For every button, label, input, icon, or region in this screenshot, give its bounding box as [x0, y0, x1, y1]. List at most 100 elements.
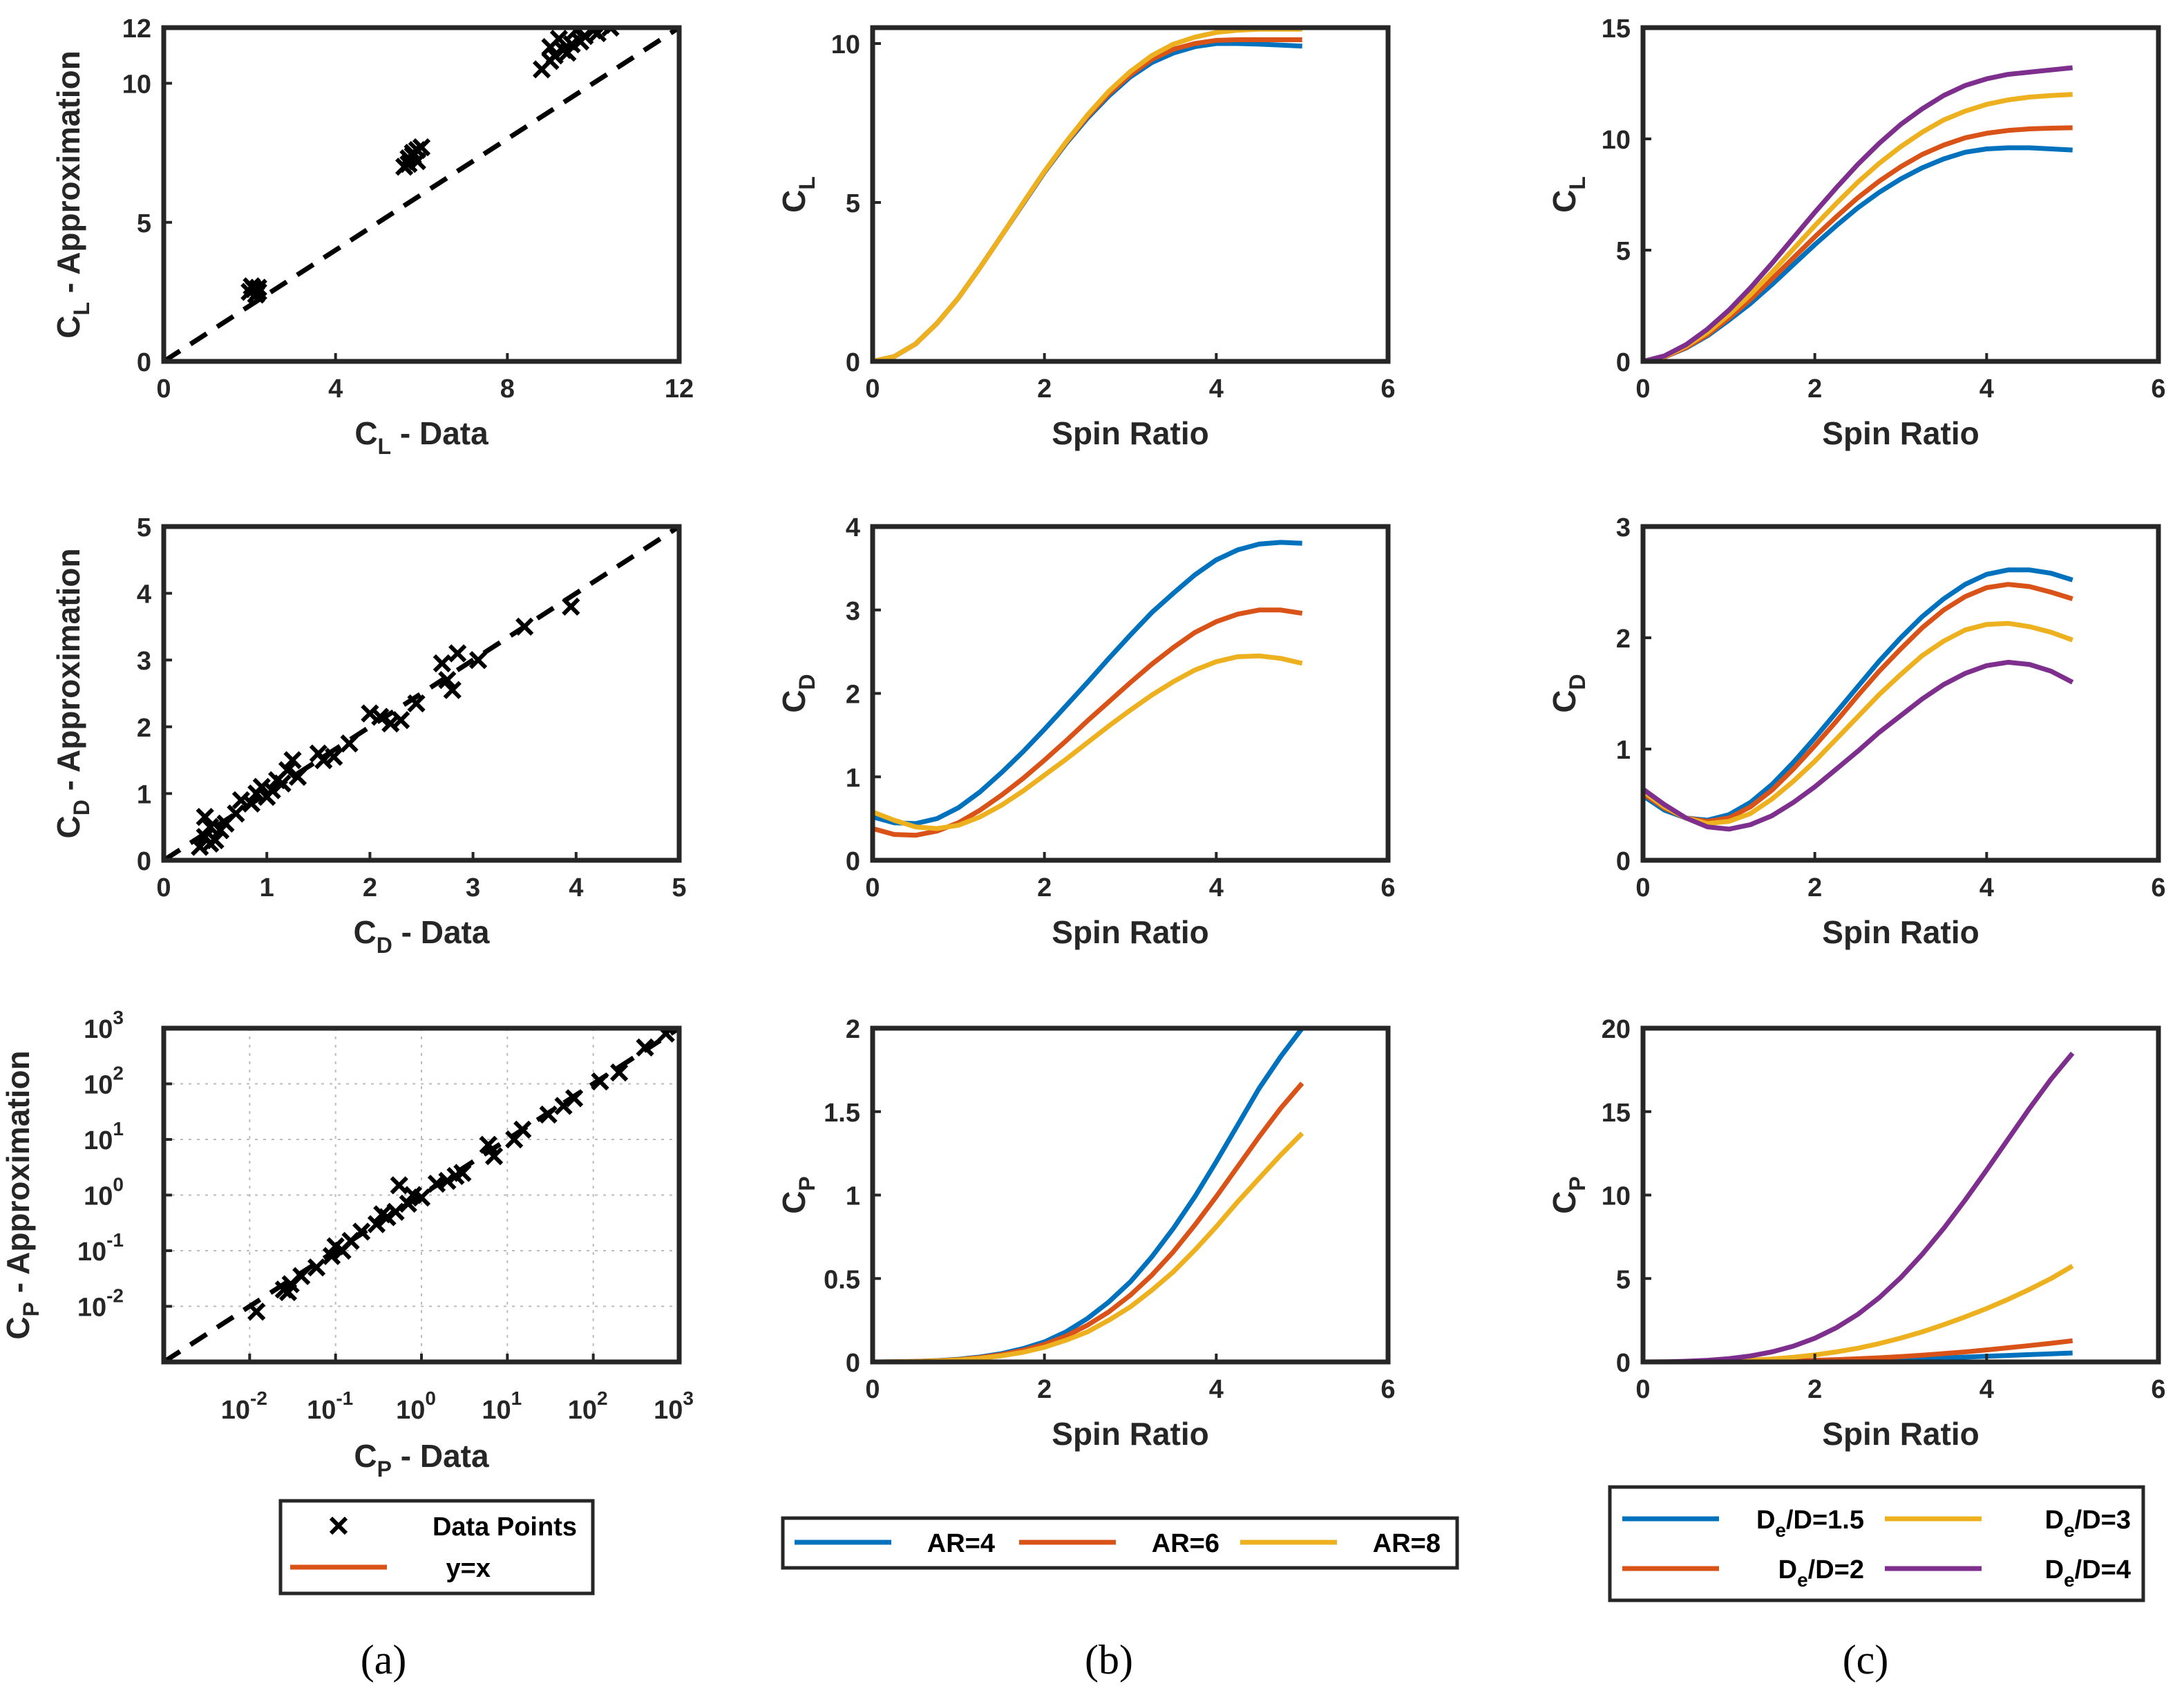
y-tick-label: 1: [846, 764, 860, 793]
data-point-marker: [278, 761, 297, 779]
data-point-marker: [513, 1120, 532, 1139]
data-point-marker: [196, 808, 214, 826]
x-tick-label: 0: [156, 375, 171, 404]
y-tick-label: 12: [122, 15, 151, 44]
legend-label-yx: y=x: [446, 1554, 491, 1583]
data-point-marker: [399, 1194, 417, 1213]
data-point-marker: [620, 3, 635, 19]
x-tick-label: 2: [1807, 1375, 1822, 1404]
y-axis-label: CL: [776, 176, 819, 213]
x-axis-label: CL - Data: [354, 415, 488, 459]
x-tick-label: 2: [1807, 873, 1822, 902]
x-tick-label: 4: [1979, 873, 1994, 902]
y-tick-label: 2: [137, 714, 151, 743]
y-tick-label: 2: [846, 681, 860, 710]
data-point-marker: [562, 597, 580, 616]
data-point-marker: [386, 1202, 405, 1221]
y-tick-label: 1.5: [824, 1099, 860, 1128]
x-tick-label: 1: [260, 873, 274, 902]
plot-area-c2: [1643, 567, 2074, 832]
series-line-de-d-4: [1643, 65, 2073, 361]
x-axis-label: Spin Ratio: [1822, 914, 1979, 950]
y-tick-label: 3: [1616, 513, 1631, 542]
x-axis-label: CD - Data: [354, 914, 490, 958]
series-line-ar-8: [873, 653, 1303, 831]
chart-c3: 0 2 4 6 0 5 10 15 20 Spin Ratio CP: [1546, 1015, 2166, 1452]
y-tick-label: 103: [84, 1007, 124, 1044]
series-line-de-d-4: [1643, 1051, 2075, 1362]
data-point-marker: [273, 774, 292, 793]
data-point-marker: [554, 1097, 573, 1115]
y-tick-label: 10-1: [77, 1229, 124, 1267]
data-point-marker: [340, 734, 359, 753]
y-tick-label: 0: [1616, 847, 1631, 876]
data-point-marker: [314, 750, 333, 770]
x-tick-label: 10-1: [307, 1388, 353, 1425]
data-point-marker: [381, 714, 400, 733]
x-tick-label: 0: [865, 1375, 880, 1404]
x-tick-label: 4: [569, 873, 583, 902]
data-point-marker: [201, 834, 220, 853]
x-tick-label: 0: [865, 375, 880, 404]
y-tick-label: 5: [137, 209, 151, 238]
y-tick-label: 1: [846, 1182, 860, 1211]
data-point-marker: [392, 711, 410, 730]
x-tick-label: 102: [568, 1388, 608, 1425]
y-axis-label: CP - Approximation: [0, 1050, 44, 1339]
x-tick-label: 6: [1380, 375, 1395, 404]
y-axis-label: CP: [776, 1176, 819, 1214]
x-tick-label: 2: [363, 873, 377, 902]
data-point-marker: [231, 790, 251, 810]
data-point-marker: [453, 1164, 472, 1182]
x-tick-label: 6: [1380, 1375, 1395, 1404]
axes-frame: [161, 524, 682, 863]
y-axis-label: CP: [1546, 1176, 1590, 1214]
y-tick-label: 10-2: [77, 1285, 124, 1323]
x-tick-label: 4: [1979, 1375, 1994, 1404]
y-tick-label: 0: [137, 847, 151, 876]
y-axis-label: CL - Approximation: [50, 50, 94, 339]
data-point-marker: [438, 1171, 457, 1191]
data-point-marker: [247, 1303, 266, 1321]
y-tick-label: 4: [137, 580, 151, 609]
y-tick-label: 0: [846, 1349, 860, 1378]
y-tick-label: 15: [1602, 15, 1631, 44]
chart-a2: 0 1 2 3 4 5 0 1 2 3 4 5 CD - Data CD - Approximation: [50, 513, 687, 958]
y-tick-label: 5: [1616, 237, 1631, 266]
y-tick-label: 5: [1616, 1265, 1631, 1294]
x-tick-label: 6: [2151, 375, 2165, 404]
data-point-marker: [263, 781, 281, 799]
y-tick-label: 2: [1616, 625, 1631, 654]
y-tick-label: 4: [846, 513, 860, 542]
x-tick-label: 2: [1807, 375, 1822, 404]
series-line-ar-8: [873, 28, 1302, 361]
y-tick-label: 2: [846, 1015, 860, 1044]
data-point-marker: [599, 28, 614, 29]
plot-area-a3: [164, 1028, 679, 1362]
y-tick-label: 3: [846, 597, 860, 626]
y-tick-label: 10: [1602, 126, 1631, 155]
x-tick-label: 4: [328, 375, 343, 404]
y-tick-label: 101: [84, 1118, 124, 1155]
plot-area-a2: [164, 527, 679, 860]
x-tick-label: 6: [1380, 873, 1395, 902]
data-point-marker: [249, 278, 267, 297]
x-tick-label: 10-2: [221, 1388, 267, 1425]
y-tick-label: 0: [137, 348, 151, 377]
x-tick-label: 6: [2151, 1375, 2165, 1404]
data-point-marker: [242, 794, 260, 813]
x-tick-label: 3: [466, 873, 480, 902]
x-tick-label: 4: [1979, 375, 1994, 404]
series-line-ar-4: [873, 41, 1302, 361]
plot-area-b1: [873, 28, 1302, 361]
data-point-marker: [433, 654, 451, 673]
plot-area-a1: [164, 3, 679, 361]
y-tick-label: 1: [137, 780, 151, 809]
data-point-marker: [361, 704, 379, 723]
data-point-marker: [201, 817, 220, 836]
legend-label-de-d-1-5: De/D=1.5: [1756, 1506, 1864, 1541]
data-point-marker: [601, 28, 620, 37]
